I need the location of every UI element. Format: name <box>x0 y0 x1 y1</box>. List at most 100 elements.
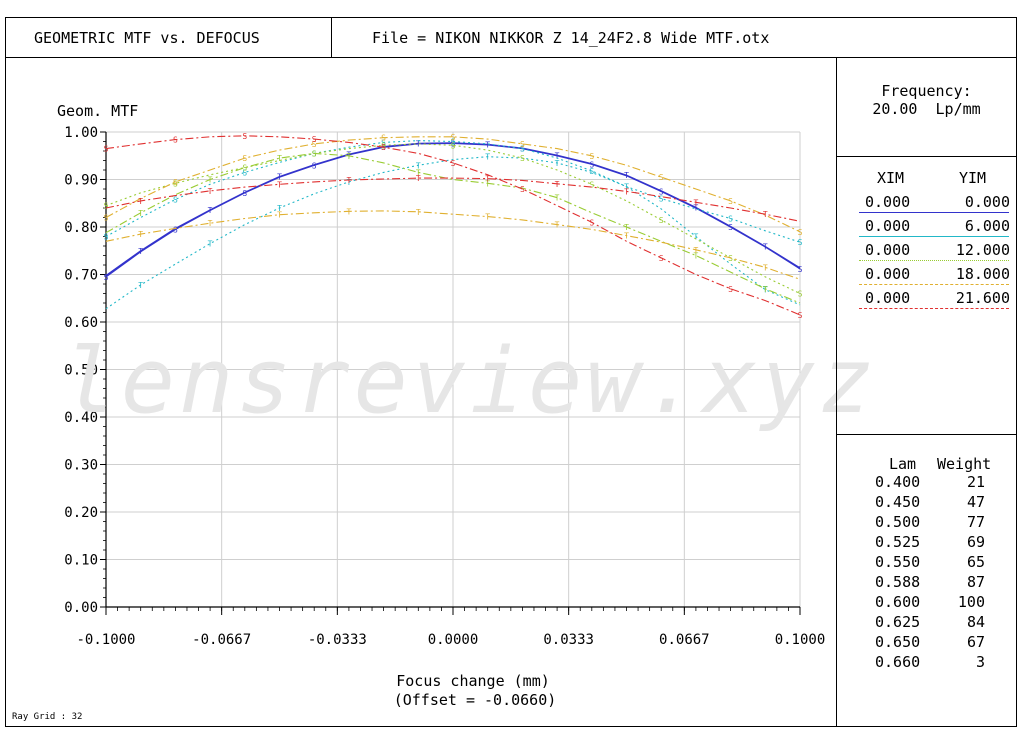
x-axis-label: Focus change (mm) <box>396 672 550 690</box>
ray-grid-label: Ray Grid : 32 <box>12 712 83 722</box>
series-point-marker: T <box>555 194 560 203</box>
x-tick-label: 0.0667 <box>659 632 710 648</box>
series-point-marker: T <box>555 151 560 160</box>
series-point-marker: S <box>798 238 803 247</box>
wavelength-value: 0.600 <box>875 593 921 611</box>
field-yim: 6.000 <box>964 217 1010 235</box>
series-point-marker: T <box>277 180 282 189</box>
series-point-marker: S <box>173 136 178 145</box>
series-point-marker: S <box>381 138 386 147</box>
series-point-marker: T <box>138 281 143 290</box>
series-point-marker: T <box>346 176 351 185</box>
series-point-marker: S <box>104 273 109 282</box>
wavelength-weight: 3 <box>975 653 985 671</box>
field-yim: 0.000 <box>964 193 1010 211</box>
series-point-marker: T <box>208 219 213 228</box>
series-point-marker: S <box>242 164 247 173</box>
series-point-marker: S <box>589 167 594 176</box>
wavelength-row: 0.550 65 <box>875 553 985 573</box>
x-tick-label: 0.1000 <box>775 632 826 648</box>
series-line <box>105 135 801 316</box>
wavelength-row: 0.625 84 <box>875 613 985 633</box>
series-point-marker: T <box>555 221 560 230</box>
series-line <box>105 142 801 277</box>
series-point-marker: T <box>416 161 421 170</box>
series-point-marker: T <box>624 183 629 192</box>
series-point-marker: T <box>346 207 351 216</box>
wavelength-weight: 87 <box>966 573 985 591</box>
series-point-marker: T <box>416 139 421 148</box>
series-point-marker: S <box>312 161 317 170</box>
wavelength-weight: 77 <box>966 513 985 531</box>
field-legend-row: 0.000 18.000 <box>859 265 1010 287</box>
series-point-marker: S <box>589 160 594 169</box>
frequency-label: Frequency: <box>881 82 972 100</box>
field-yim: 18.000 <box>955 265 1010 283</box>
field-legend-line <box>859 236 1009 237</box>
series-point-marker: T <box>208 206 213 215</box>
series-point-marker: S <box>589 152 594 161</box>
wavelength-weight: 69 <box>966 533 985 551</box>
series-point-marker: S <box>451 133 456 142</box>
series-point-marker: T <box>555 159 560 168</box>
wavelength-value: 0.588 <box>875 573 921 591</box>
y-tick-label: 0.70 <box>64 268 98 284</box>
series-point-marker: T <box>624 223 629 232</box>
series-point-marker: T <box>138 197 143 206</box>
wavelength-value: 0.500 <box>875 513 921 531</box>
series-point-marker: T <box>693 246 698 255</box>
wavelength-row: 0.600 100 <box>875 593 985 613</box>
wavelength-value: 0.625 <box>875 613 921 631</box>
series-point-marker: S <box>173 225 178 234</box>
wavelength-value: 0.660 <box>875 653 921 671</box>
xim-header: XIM <box>877 169 905 187</box>
y-tick-label: 0.60 <box>64 315 98 331</box>
wavelength-value: 0.450 <box>875 493 921 511</box>
wavelength-row: 0.500 77 <box>875 513 985 533</box>
series-point-marker: T <box>485 140 490 149</box>
series-point-marker: S <box>798 265 803 274</box>
series-point-marker: S <box>728 285 733 294</box>
field-yim: 21.600 <box>955 289 1010 307</box>
series-point-marker: S <box>242 154 247 163</box>
wavelength-weight: 47 <box>966 493 985 511</box>
wavelength-weight: 65 <box>966 553 985 571</box>
x-tick-label: -0.0333 <box>308 632 367 648</box>
series-point-marker: S <box>798 228 803 237</box>
series-point-marker: S <box>312 140 317 149</box>
wavelength-weight: 67 <box>966 633 985 651</box>
wavelength-row: 0.400 21 <box>875 473 985 493</box>
field-xim: 0.000 <box>865 265 911 283</box>
series-point-marker: T <box>693 204 698 213</box>
series-line <box>105 136 801 233</box>
series-point-marker: T <box>763 242 768 251</box>
series-point-marker: S <box>520 140 525 149</box>
x-axis-offset-label: (Offset = -0.0660) <box>394 691 557 709</box>
wavelength-row: 0.588 87 <box>875 573 985 593</box>
series-point-marker: S <box>381 134 386 143</box>
series-point-marker: S <box>520 185 525 194</box>
series-point-marker: S <box>659 216 664 225</box>
series-point-marker: S <box>104 214 109 223</box>
series-line <box>105 210 801 280</box>
series-point-marker: T <box>485 153 490 162</box>
y-tick-label: 0.50 <box>64 363 98 379</box>
series-line <box>105 177 801 222</box>
series-point-marker: S <box>381 143 386 152</box>
series-point-marker: S <box>104 233 109 242</box>
series-point-marker: S <box>659 173 664 182</box>
series-point-marker: S <box>451 141 456 150</box>
series-point-marker: S <box>728 223 733 232</box>
series-point-marker: T <box>624 232 629 241</box>
series-point-marker: T <box>485 213 490 222</box>
series-point-marker: S <box>520 145 525 154</box>
series-point-marker: S <box>242 132 247 141</box>
y-tick-label: 0.10 <box>64 553 98 569</box>
weight-header: Weight <box>937 455 992 473</box>
frequency-panel: Frequency: 20.00 Lp/mm <box>836 57 1017 157</box>
field-xim: 0.000 <box>865 289 911 307</box>
series-point-marker: S <box>520 145 525 154</box>
series-point-marker: T <box>763 286 768 295</box>
series-point-marker: T <box>693 233 698 242</box>
